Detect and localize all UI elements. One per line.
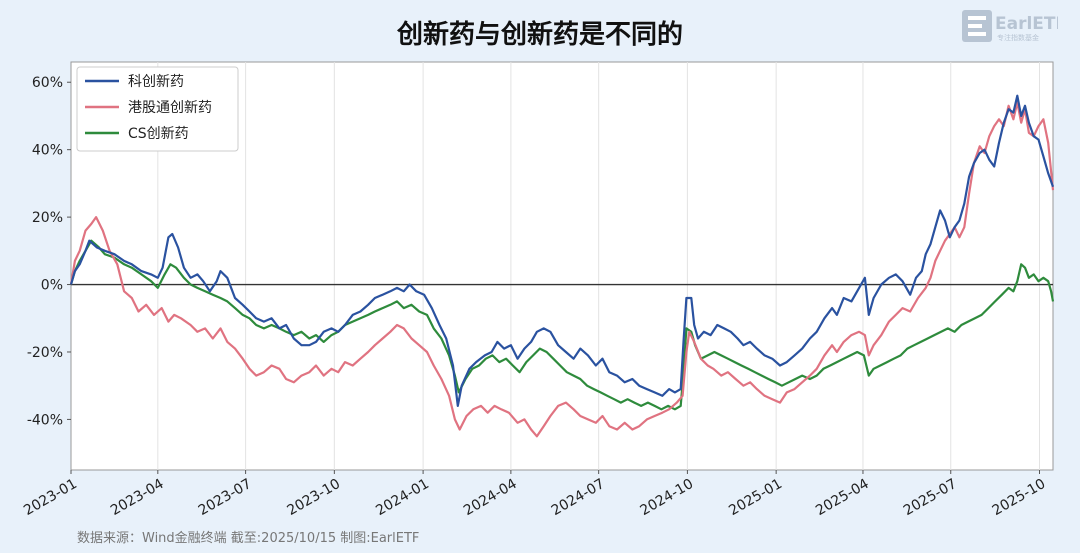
x-tick-label: 2024-04 xyxy=(461,476,520,519)
legend-label: 港股通创新药 xyxy=(128,100,212,116)
series-group xyxy=(69,94,1055,438)
x-tick-label: 2025-01 xyxy=(726,476,785,519)
x-tick-label: 2024-10 xyxy=(638,476,697,519)
x-tick-label: 2023-04 xyxy=(108,476,167,519)
chart-title: 创新药与创新药是不同的 xyxy=(396,20,683,50)
x-tick-label: 2023-01 xyxy=(21,476,80,519)
y-tick-label: -20% xyxy=(27,345,63,361)
series-line xyxy=(69,101,1055,438)
logo-text: EarlETF xyxy=(995,14,1058,34)
earletf-logo: EarlETF 专注指数基金 xyxy=(962,10,1067,42)
series-line xyxy=(69,239,1055,411)
x-tick-label: 2025-10 xyxy=(990,476,1049,519)
legend-label: 科创新药 xyxy=(128,74,184,90)
logo-tagline: 专注指数基金 xyxy=(997,33,1039,42)
x-tick-label: 2024-07 xyxy=(549,476,608,519)
y-tick-label: 20% xyxy=(32,210,63,226)
y-tick-label: 0% xyxy=(41,278,63,294)
logo-graphic: EarlETF 专注指数基金 xyxy=(962,10,1067,42)
series-line xyxy=(69,94,1055,407)
x-tick-label: 2023-10 xyxy=(284,476,343,519)
y-axis: -40% -20% 0% 20% 40% 60% xyxy=(27,75,71,428)
x-axis: 2023-01 2023-04 2023-07 2023-10 2024-01 2024-… xyxy=(21,470,1048,519)
y-tick-label: 60% xyxy=(32,75,63,91)
source-note: 数据来源：Wind金融终端 截至:2025/10/15 制图:EarlETF xyxy=(77,531,420,546)
x-tick-label: 2025-07 xyxy=(901,476,960,519)
grid-lines xyxy=(157,62,1040,470)
y-tick-label: 40% xyxy=(32,143,63,159)
legend-label: CS创新药 xyxy=(128,126,189,142)
x-tick-label: 2025-04 xyxy=(813,476,872,519)
y-tick-label: -40% xyxy=(27,412,63,428)
x-tick-label: 2023-07 xyxy=(196,476,255,519)
x-tick-label: 2024-01 xyxy=(373,476,432,519)
line-chart: -40%-20%0%20%40%60% 2023-01 2023-04 2023-0… xyxy=(21,61,1055,519)
legend-box xyxy=(76,66,239,152)
